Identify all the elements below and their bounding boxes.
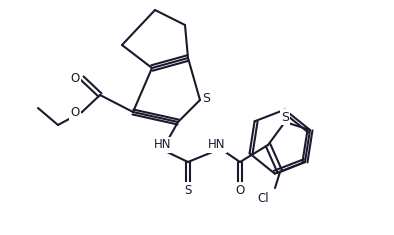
Text: Cl: Cl	[257, 192, 269, 204]
Text: O: O	[71, 106, 80, 118]
Text: HN: HN	[208, 138, 226, 152]
Text: S: S	[202, 91, 210, 105]
Text: HN: HN	[154, 138, 172, 152]
Text: S: S	[184, 184, 192, 196]
Text: S: S	[281, 110, 289, 124]
Text: O: O	[235, 184, 245, 196]
Text: O: O	[71, 71, 80, 85]
